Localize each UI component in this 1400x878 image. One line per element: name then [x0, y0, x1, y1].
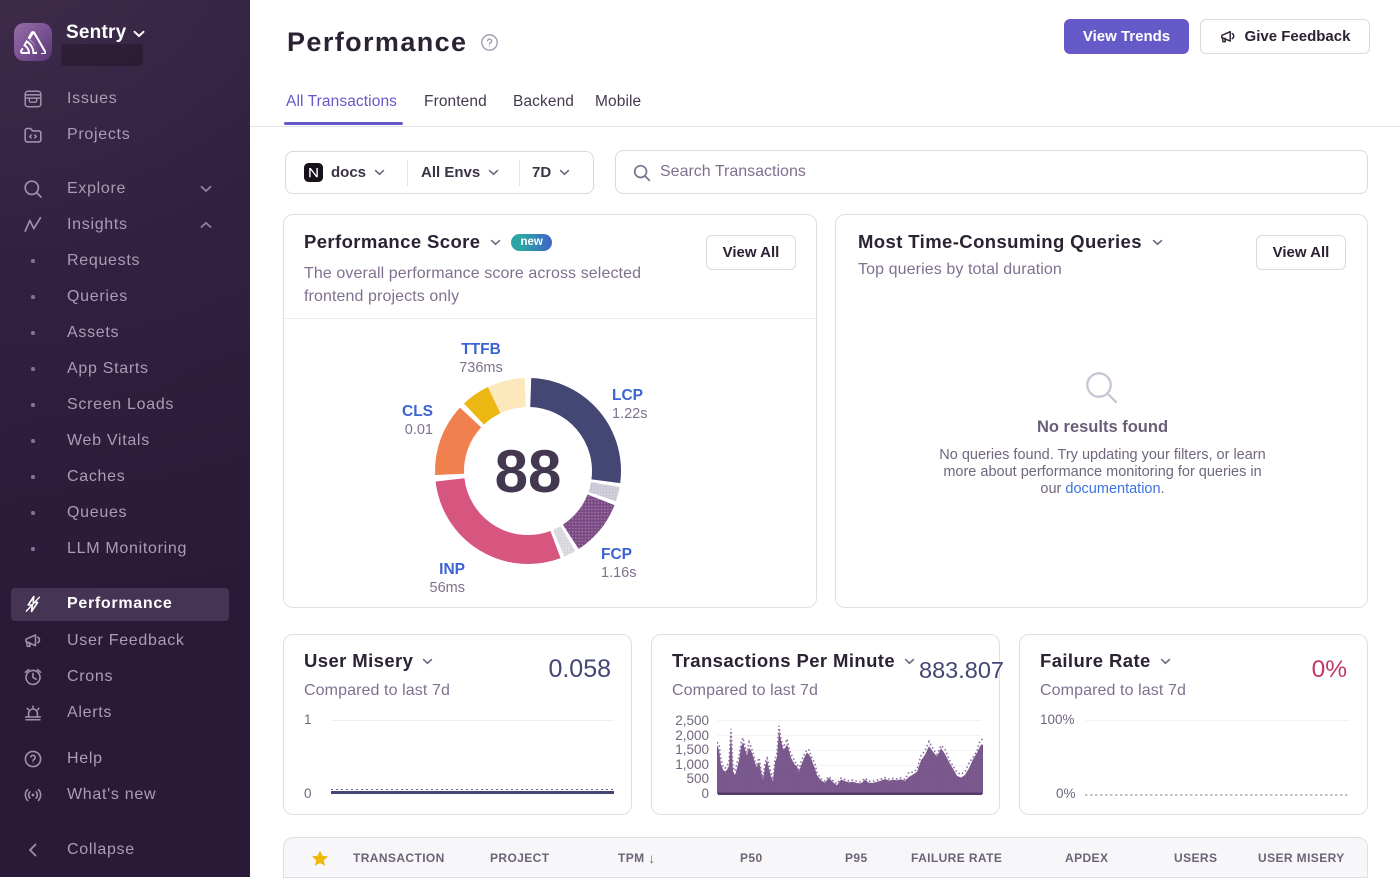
svg-text:88: 88	[495, 438, 562, 505]
